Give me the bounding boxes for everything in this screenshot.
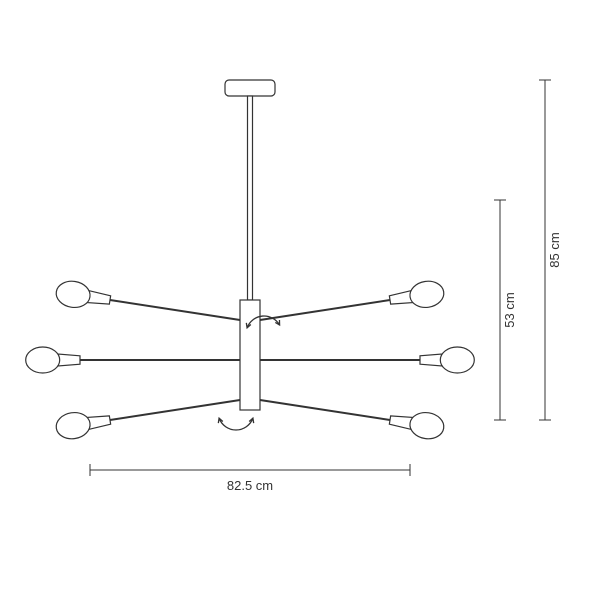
- arm-top-left-socket: [87, 291, 110, 304]
- dim-width-label: 82.5 cm: [227, 478, 273, 493]
- arm-mid-left-bulb: [26, 347, 60, 373]
- arm-bot-left-arm: [110, 400, 240, 420]
- arm-bot-right-bulb: [408, 410, 446, 441]
- arm-mid-right-socket: [420, 354, 442, 366]
- arm-top-right-arm: [260, 300, 390, 320]
- canopy: [225, 80, 275, 96]
- arm-bot-left-socket: [87, 416, 110, 429]
- arm-mid-right-bulb: [440, 347, 474, 373]
- rotation-arrow-bottom: [219, 418, 253, 430]
- arm-top-right-bulb: [408, 279, 446, 310]
- arm-top-left-bulb: [54, 279, 92, 310]
- hub: [240, 300, 260, 410]
- arm-top-right-socket: [389, 291, 412, 304]
- down-rod: [248, 96, 253, 300]
- arm-bot-right-socket: [389, 416, 412, 429]
- arm-top-left-arm: [110, 300, 240, 320]
- arm-bot-right-arm: [260, 400, 390, 420]
- dim-body-height-label: 53 cm: [502, 292, 517, 327]
- arm-mid-left-socket: [58, 354, 80, 366]
- dim-full-height-label: 85 cm: [547, 232, 562, 267]
- arm-bot-left-bulb: [54, 410, 92, 441]
